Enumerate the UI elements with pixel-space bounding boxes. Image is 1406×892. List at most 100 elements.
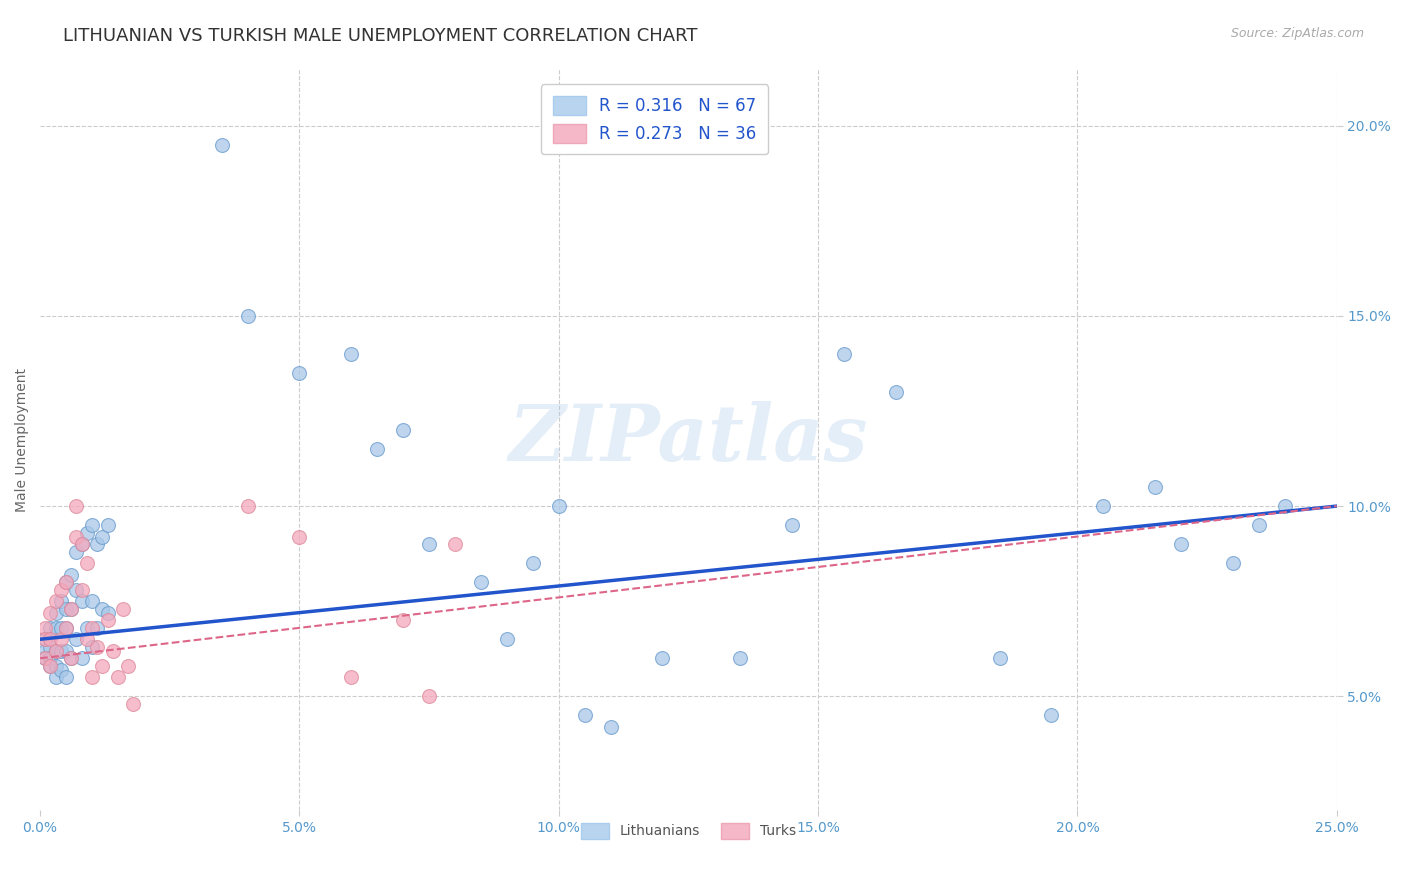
Point: [49, 632, 72, 647]
Point: [1247, 518, 1270, 533]
Text: LITHUANIAN VS TURKISH MALE UNEMPLOYMENT CORRELATION CHART: LITHUANIAN VS TURKISH MALE UNEMPLOYMENT …: [63, 27, 697, 45]
Point: [392, 423, 415, 437]
Point: [101, 643, 124, 657]
Point: [418, 690, 440, 704]
Point: [39, 640, 62, 654]
Point: [60, 602, 83, 616]
Point: [80, 640, 103, 654]
Point: [65, 582, 87, 597]
Point: [730, 651, 752, 665]
Point: [39, 659, 62, 673]
Point: [651, 651, 673, 665]
Point: [80, 621, 103, 635]
Point: [444, 537, 467, 551]
Point: [599, 720, 621, 734]
Point: [55, 621, 77, 635]
Point: [45, 659, 67, 673]
Point: [1144, 480, 1167, 494]
Point: [45, 643, 67, 657]
Point: [45, 670, 67, 684]
Point: [34, 643, 56, 657]
Point: [96, 606, 118, 620]
Point: [112, 602, 135, 616]
Point: [522, 556, 544, 570]
Point: [547, 499, 569, 513]
Point: [107, 670, 129, 684]
Point: [470, 575, 492, 590]
Point: [80, 518, 103, 533]
Point: [1040, 708, 1063, 723]
Point: [60, 567, 83, 582]
Point: [39, 651, 62, 665]
Legend: Lithuanians, Turks: Lithuanians, Turks: [575, 817, 801, 845]
Point: [39, 621, 62, 635]
Point: [49, 621, 72, 635]
Point: [236, 309, 259, 323]
Point: [1222, 556, 1244, 570]
Point: [70, 537, 93, 551]
Point: [60, 651, 83, 665]
Point: [70, 537, 93, 551]
Point: [39, 632, 62, 647]
Text: ZIPatlas: ZIPatlas: [509, 401, 868, 478]
Point: [55, 621, 77, 635]
Point: [55, 575, 77, 590]
Point: [780, 518, 803, 533]
Point: [65, 499, 87, 513]
Point: [96, 518, 118, 533]
Point: [392, 613, 415, 627]
Point: [49, 663, 72, 677]
Point: [117, 659, 139, 673]
Point: [91, 602, 114, 616]
Point: [55, 602, 77, 616]
Point: [76, 556, 98, 570]
Point: [80, 594, 103, 608]
Point: [1274, 499, 1296, 513]
Point: [45, 606, 67, 620]
Point: [34, 632, 56, 647]
Point: [34, 621, 56, 635]
Point: [884, 384, 907, 399]
Point: [34, 651, 56, 665]
Point: [55, 575, 77, 590]
Point: [80, 670, 103, 684]
Point: [91, 659, 114, 673]
Point: [76, 632, 98, 647]
Y-axis label: Male Unemployment: Male Unemployment: [15, 368, 30, 511]
Point: [988, 651, 1011, 665]
Point: [70, 651, 93, 665]
Point: [55, 643, 77, 657]
Point: [288, 529, 311, 543]
Point: [418, 537, 440, 551]
Point: [366, 442, 388, 456]
Point: [60, 602, 83, 616]
Point: [574, 708, 596, 723]
Text: Source: ZipAtlas.com: Source: ZipAtlas.com: [1230, 27, 1364, 40]
Point: [55, 670, 77, 684]
Point: [45, 621, 67, 635]
Point: [39, 606, 62, 620]
Point: [60, 651, 83, 665]
Point: [1170, 537, 1192, 551]
Point: [76, 525, 98, 540]
Point: [70, 594, 93, 608]
Point: [288, 366, 311, 380]
Point: [211, 137, 233, 152]
Point: [832, 347, 855, 361]
Point: [49, 582, 72, 597]
Point: [122, 697, 145, 711]
Point: [1092, 499, 1115, 513]
Point: [70, 582, 93, 597]
Point: [91, 529, 114, 543]
Point: [45, 594, 67, 608]
Point: [236, 499, 259, 513]
Point: [39, 659, 62, 673]
Point: [340, 670, 363, 684]
Point: [34, 632, 56, 647]
Point: [49, 643, 72, 657]
Point: [65, 545, 87, 559]
Point: [76, 621, 98, 635]
Point: [49, 594, 72, 608]
Point: [86, 621, 108, 635]
Point: [45, 643, 67, 657]
